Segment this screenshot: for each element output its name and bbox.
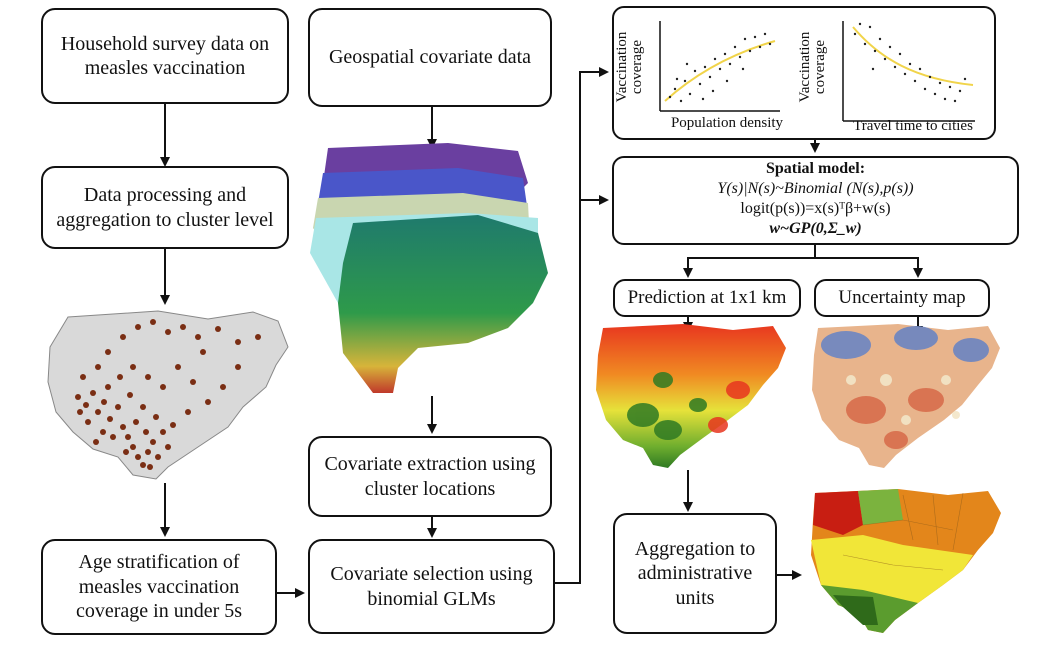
covariate-selection-label: Covariate selection using binomial GLMs [330,563,533,610]
age-stratification-box: Age stratification of measles vaccinatio… [41,539,277,635]
model-line-3: w~GP(0,Σ_w) [769,220,862,237]
admin-units-map [811,489,1001,633]
scatter2-xlabel: Travel time to cities [853,118,973,134]
spatial-model-box: Spatial model: Y(s)|N(s)~Binomial (N(s),… [612,156,1019,245]
data-processing-box: Data processing and aggregation to clust… [41,166,289,249]
household-survey-box: Household survey data on measles vaccina… [41,8,289,104]
region-dark-green [833,595,878,625]
cluster-locations-map [47,310,289,480]
scatter-plots [659,21,975,122]
region-red [813,491,863,535]
scatter2-ylabel-wrap: Vaccination coverage [795,18,835,118]
covariate-selection-box: Covariate selection using binomial GLMs [308,539,555,634]
uncertainty-label: Uncertainty map [838,287,966,308]
prediction-label: Prediction at 1x1 km [627,287,787,308]
uncertainty-map [812,324,1000,468]
covariate-extraction-label: Covariate extraction using cluster locat… [324,453,536,500]
model-line-1: Y(s)|N(s)~Binomial (N(s),p(s)) [717,180,914,197]
scatter-plots-box [612,6,996,140]
scatter1-ylabel-wrap: Vaccination coverage [612,18,652,118]
age-stratification-label: Age stratification of measles vaccinatio… [75,551,243,623]
prediction-map [596,324,786,468]
model-line-2: logit(p(s))=x(s)ᵀβ+w(s) [740,200,891,217]
region-yellow [811,535,973,603]
geospatial-covariate-box: Geospatial covariate data [308,8,552,107]
scatter1-xlabel: Population density [670,115,784,131]
trend-line-1 [664,40,776,102]
arrow-model-to-uncertainty [815,257,919,276]
trend-line-2 [852,26,974,86]
arrow-model-to-prediction [683,245,816,278]
spatial-model-title: Spatial model: [765,160,866,177]
data-processing-label: Data processing and aggregation to clust… [56,184,274,231]
region-light-green [858,489,903,525]
aggregation-label: Aggregation to administrative units [634,537,756,609]
prediction-box: Prediction at 1x1 km [613,279,801,317]
uncertainty-box: Uncertainty map [814,279,990,317]
covariate-layer-stack [310,143,548,393]
household-survey-label: Household survey data on measles vaccina… [60,32,270,79]
arrow-selection-to-scatter [555,67,609,584]
scatter1-ylabel: Vaccination coverage [614,31,645,103]
layer-green-main [338,215,548,393]
covariate-extraction-box: Covariate extraction using cluster locat… [308,436,552,517]
aggregation-box: Aggregation to administrative units [613,513,777,634]
geospatial-covariate-label: Geospatial covariate data [328,46,532,69]
scatter2-ylabel: Vaccination coverage [797,31,828,103]
